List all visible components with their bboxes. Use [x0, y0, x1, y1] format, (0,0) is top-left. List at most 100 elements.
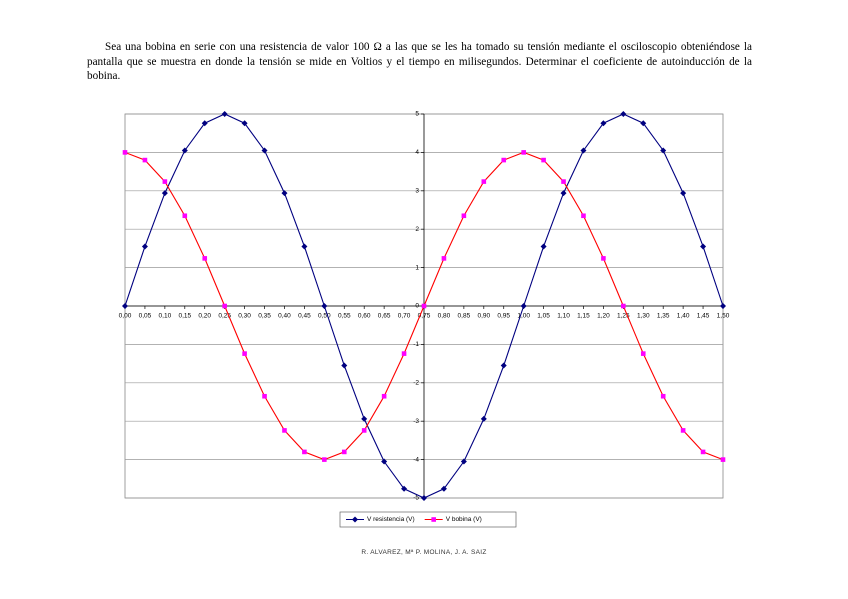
data-point	[161, 190, 168, 197]
data-point	[640, 351, 646, 356]
x-tick-label: 0,60	[358, 313, 371, 320]
y-tick-label: 5	[415, 111, 419, 118]
data-point	[141, 243, 148, 250]
data-point	[281, 190, 288, 197]
data-point	[561, 179, 566, 184]
data-point	[440, 485, 447, 492]
data-point	[540, 243, 547, 250]
data-point	[560, 190, 567, 197]
problem-text: Sea una bobina en serie con una resisten…	[87, 41, 752, 82]
x-tick-label: 1,30	[637, 313, 650, 320]
x-tick-label: 0,65	[378, 313, 391, 320]
x-tick-label: 0,35	[258, 313, 271, 320]
x-tick-label: 0,90	[477, 313, 490, 320]
x-tick-label: 0,05	[139, 313, 152, 320]
x-tick-label: 0,15	[178, 313, 191, 320]
data-point	[421, 495, 427, 501]
footer: R. ALVAREZ, Mª P. MOLINA, J. A. SAIZ	[361, 549, 487, 556]
data-point	[261, 147, 268, 154]
x-tick-label: 0,25	[218, 313, 231, 320]
y-tick-label: -1	[413, 341, 419, 348]
x-tick-label: 0,20	[198, 313, 211, 320]
x-tick-label: 0,95	[497, 313, 510, 320]
data-point	[500, 362, 507, 369]
data-point	[142, 157, 148, 163]
x-tick-label: 0,85	[458, 313, 471, 320]
data-point	[620, 111, 627, 117]
data-point	[221, 111, 228, 117]
data-point	[700, 243, 707, 250]
data-point	[341, 449, 347, 455]
data-point	[262, 393, 267, 399]
data-point	[122, 303, 128, 309]
y-tick-label: 3	[415, 188, 419, 195]
data-point	[241, 120, 248, 127]
x-tick-label: 1,05	[537, 313, 550, 320]
x-tick-label: 1,10	[557, 313, 570, 320]
y-tick-label: -2	[413, 380, 419, 387]
legend-marker	[352, 516, 358, 523]
data-point	[521, 150, 526, 155]
data-point	[421, 303, 427, 309]
data-point	[501, 157, 507, 163]
data-point	[401, 351, 407, 356]
x-tick-label: 0,70	[398, 313, 411, 320]
data-point	[401, 485, 408, 492]
y-tick-label: -5	[413, 495, 419, 502]
data-point	[201, 120, 208, 127]
data-point	[202, 256, 208, 261]
x-tick-label: 0,75	[418, 313, 431, 320]
x-tick-label: 1,00	[517, 313, 530, 320]
data-point	[441, 256, 447, 261]
data-point	[361, 415, 368, 422]
x-tick-label: 0,50	[318, 313, 331, 320]
data-point	[341, 362, 348, 369]
legend-label: V bobina (V)	[446, 516, 482, 523]
data-point	[621, 303, 626, 309]
x-tick-label: 1,40	[677, 313, 690, 320]
data-point	[301, 243, 308, 250]
data-point	[222, 303, 227, 309]
data-point	[461, 213, 467, 219]
data-point	[242, 351, 247, 356]
data-point	[162, 179, 168, 184]
data-point	[381, 393, 387, 399]
data-point	[660, 147, 667, 154]
y-tick-label: 2	[415, 226, 419, 233]
data-point	[700, 449, 706, 455]
x-tick-label: 0,45	[298, 313, 311, 320]
x-tick-label: 1,45	[697, 313, 710, 320]
data-point	[322, 457, 327, 462]
x-tick-label: 1,20	[597, 313, 610, 320]
x-tick-label: 0,30	[238, 313, 251, 320]
y-tick-label: 1	[415, 264, 419, 271]
data-point	[480, 415, 487, 422]
x-tick-label: 0,40	[278, 313, 291, 320]
data-point	[601, 256, 606, 261]
x-tick-label: 0,00	[119, 313, 132, 320]
data-point	[720, 303, 726, 309]
data-point	[122, 150, 128, 155]
x-tick-label: 0,10	[159, 313, 172, 320]
x-tick-label: 0,55	[338, 313, 351, 320]
data-point	[581, 213, 586, 219]
x-tick-label: 0,80	[438, 313, 451, 320]
x-tick-label: 1,35	[657, 313, 670, 320]
data-point	[181, 147, 188, 154]
x-tick-label: 1,50	[717, 313, 730, 320]
y-tick-label: -4	[413, 456, 419, 463]
data-point	[640, 120, 647, 127]
data-point	[381, 458, 388, 465]
data-point	[580, 147, 587, 154]
data-point	[481, 179, 487, 184]
data-point	[680, 428, 686, 433]
data-point	[361, 428, 367, 433]
y-tick-label: 4	[415, 149, 419, 156]
data-point	[520, 303, 527, 309]
x-tick-label: 1,25	[617, 313, 630, 320]
x-tick-label: 1,15	[577, 313, 590, 320]
data-point	[600, 120, 607, 127]
data-point	[182, 213, 188, 219]
